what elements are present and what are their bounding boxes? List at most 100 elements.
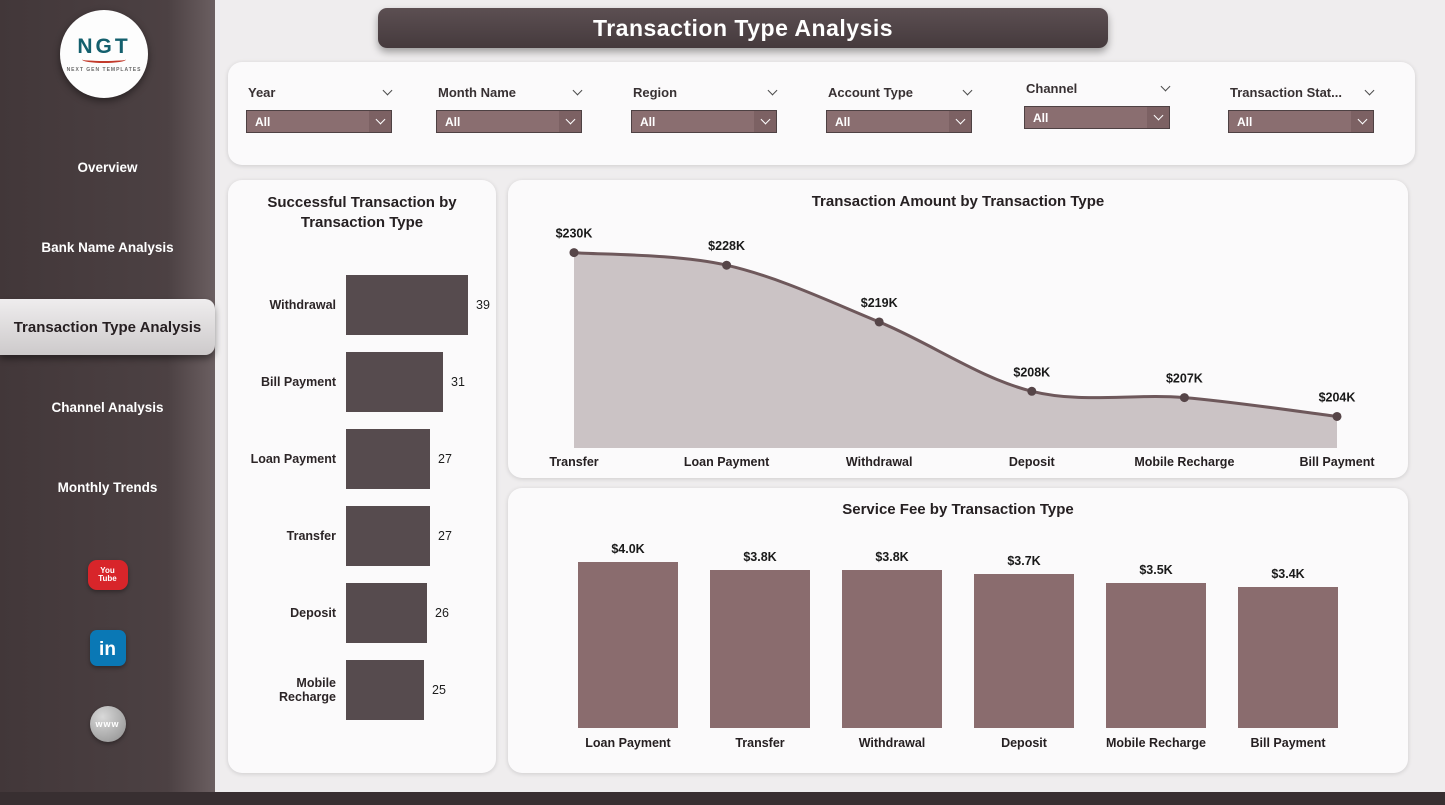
chevron-down-icon[interactable] xyxy=(572,85,583,95)
filter-dropdown[interactable]: All xyxy=(631,110,777,133)
bar[interactable] xyxy=(346,352,443,412)
value-label: $219K xyxy=(861,296,898,310)
filter-dropdown[interactable]: All xyxy=(1228,110,1374,133)
chart-title: Transaction Amount by Transaction Type xyxy=(811,193,1105,210)
chevron-down-icon[interactable] xyxy=(1160,81,1171,91)
bar[interactable] xyxy=(710,570,810,728)
bar[interactable] xyxy=(1106,583,1206,728)
bar[interactable] xyxy=(1238,587,1338,728)
chart-title: Successful Transaction by Transaction Ty… xyxy=(267,194,457,231)
filter-region: Region All xyxy=(631,82,779,133)
sidebar-item-overview[interactable]: Overview xyxy=(0,139,215,195)
filter-value: All xyxy=(1237,114,1253,129)
category-label: Deposit xyxy=(290,606,336,620)
value-label: $207K xyxy=(1166,372,1203,386)
filter-label: Transaction Stat... xyxy=(1230,84,1342,100)
dropdown-button[interactable] xyxy=(949,111,971,132)
sidebar-nav: Overview Bank Name Analysis Transaction … xyxy=(0,139,215,539)
title-banner: Transaction Type Analysis xyxy=(378,8,1108,48)
logo-swoosh xyxy=(82,56,126,63)
bar-row: Withdrawal 39 xyxy=(238,275,490,335)
bar[interactable] xyxy=(346,660,424,720)
sidebar-item-channel-analysis[interactable]: Channel Analysis xyxy=(0,379,215,435)
category-label: Bill Payment xyxy=(260,375,336,389)
data-point[interactable] xyxy=(569,248,579,258)
data-point[interactable] xyxy=(1179,393,1189,403)
sidebar-item-transaction-type-analysis[interactable]: Transaction Type Analysis xyxy=(0,299,215,355)
column: $3.8K Transfer xyxy=(710,550,810,758)
filter-transaction-status: Transaction Stat... All xyxy=(1228,82,1376,133)
linkedin-icon[interactable]: in xyxy=(89,630,126,666)
dropdown-button[interactable] xyxy=(1147,107,1169,128)
youtube-text: Tube xyxy=(98,574,117,583)
chevron-down-icon[interactable] xyxy=(767,85,778,95)
filter-value: All xyxy=(1033,110,1049,125)
sidebar: NGT NEXT GEN TEMPLATES Overview Bank Nam… xyxy=(0,0,215,805)
filter-dropdown[interactable]: All xyxy=(1024,106,1170,129)
category-label: Bill Payment xyxy=(1250,736,1326,750)
dropdown-button[interactable] xyxy=(559,111,581,132)
filter-dropdown[interactable]: All xyxy=(826,110,972,133)
youtube-text: You xyxy=(100,566,115,575)
youtube-icon[interactable]: You Tube xyxy=(87,560,128,590)
value-label: 27 xyxy=(438,452,452,466)
transaction-amount-chart: Transaction Amount by Transaction Type $… xyxy=(508,180,1408,478)
chevron-down-icon[interactable] xyxy=(1364,85,1375,95)
filter-dropdown[interactable]: All xyxy=(436,110,582,133)
value-label: 39 xyxy=(476,298,490,312)
bar-row: Bill Payment 31 xyxy=(238,352,490,412)
web-icon[interactable]: www xyxy=(89,706,126,742)
dropdown-button[interactable] xyxy=(369,111,391,132)
social-links: You Tube in www xyxy=(0,560,215,742)
area-fill xyxy=(574,252,1337,448)
bar-row: Mobile Recharge 25 xyxy=(238,660,490,720)
data-point[interactable] xyxy=(874,317,884,327)
filter-dropdown[interactable]: All xyxy=(246,110,392,133)
dropdown-button[interactable] xyxy=(1351,111,1373,132)
area-chart-svg: $230K Transfer $228K Loan Payment $219K Withd… xyxy=(549,227,1375,469)
nav-label: Transaction Type Analysis xyxy=(13,318,202,336)
bar[interactable] xyxy=(346,506,430,566)
dropdown-button[interactable] xyxy=(754,111,776,132)
bar-row: Loan Payment 27 xyxy=(238,429,490,489)
bar-row: Deposit 26 xyxy=(238,583,490,643)
service-fee-chart: Service Fee by Transaction Type $4.0K Loa… xyxy=(508,488,1408,773)
chevron-down-icon[interactable] xyxy=(382,85,393,95)
data-point[interactable] xyxy=(1332,411,1342,421)
value-label: 31 xyxy=(451,375,465,389)
filter-label: Year xyxy=(248,84,276,100)
bar[interactable] xyxy=(346,275,468,335)
bar[interactable] xyxy=(346,583,427,643)
bar[interactable] xyxy=(578,562,678,728)
data-point[interactable] xyxy=(722,260,732,270)
sidebar-item-monthly-trends[interactable]: Monthly Trends xyxy=(0,459,215,515)
sidebar-item-bank-name-analysis[interactable]: Bank Name Analysis xyxy=(0,219,215,275)
value-label: 25 xyxy=(432,683,446,697)
value-label: $3.5K xyxy=(1139,563,1173,577)
category-label: Transfer xyxy=(735,736,785,750)
category-label: Mobile Recharge xyxy=(1134,455,1234,469)
nav-label: Monthly Trends xyxy=(57,479,158,495)
value-label: 26 xyxy=(435,606,449,620)
column: $3.8K Withdrawal xyxy=(842,550,942,758)
filter-label: Account Type xyxy=(828,84,913,100)
filter-value: All xyxy=(445,114,461,129)
bar[interactable] xyxy=(974,574,1074,728)
category-label: Withdrawal xyxy=(269,298,336,312)
category-label: Loan Payment xyxy=(250,452,336,466)
chevron-down-icon xyxy=(760,114,770,125)
filter-label: Region xyxy=(633,84,678,100)
category-label: Deposit xyxy=(1009,455,1056,469)
value-label: $228K xyxy=(708,239,745,253)
bar[interactable] xyxy=(346,429,430,489)
value-label: $3.8K xyxy=(875,550,909,564)
data-point[interactable] xyxy=(1027,386,1037,396)
category-label: Mobile Recharge xyxy=(1105,736,1207,750)
value-label: $3.8K xyxy=(743,550,777,564)
chevron-down-icon[interactable] xyxy=(962,85,973,95)
filter-label: Month Name xyxy=(438,84,516,100)
bar[interactable] xyxy=(842,570,942,728)
category-label: Deposit xyxy=(1001,736,1047,750)
bar-row: Transfer 27 xyxy=(238,506,490,566)
chevron-down-icon xyxy=(955,114,965,125)
